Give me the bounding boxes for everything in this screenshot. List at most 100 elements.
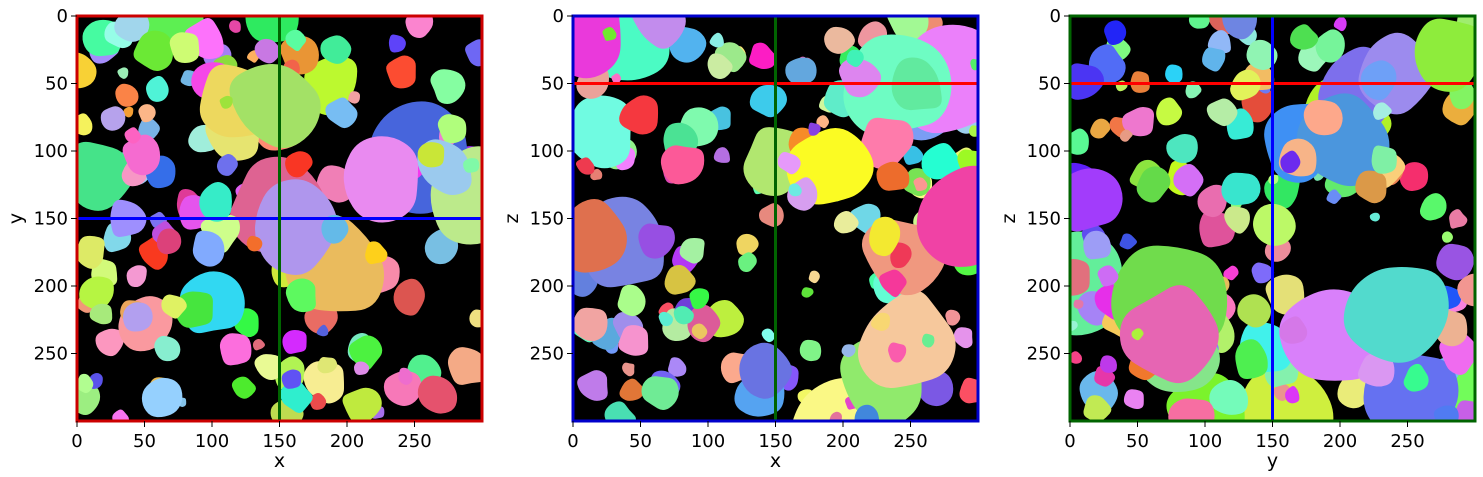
segment-blob — [1070, 168, 1123, 232]
segment-blob — [1207, 30, 1231, 54]
segment-blob — [1197, 184, 1228, 218]
segment-blob — [138, 117, 160, 140]
segment-blob — [660, 145, 705, 185]
segment-blob — [1230, 69, 1261, 101]
segment-blob — [169, 32, 200, 64]
segment-blob — [1209, 380, 1249, 415]
segment-blob — [602, 26, 617, 41]
segment-blob — [229, 20, 241, 33]
panel-1: 0 50 100 150 200 250 0 50 100 150 200 250 x y — [5, 6, 484, 472]
segment-blob — [658, 311, 673, 327]
segment-blob — [619, 95, 659, 135]
segment-blob — [126, 265, 147, 288]
segment-blob — [1119, 129, 1133, 142]
segment-blob — [1221, 172, 1261, 206]
segment-blob — [447, 347, 482, 385]
x-tick-label: 0 — [71, 431, 82, 452]
segment-blob — [100, 106, 126, 131]
segment-blob — [1457, 273, 1475, 307]
x-tick-label: 150 — [758, 431, 792, 452]
segment-blob — [611, 73, 622, 84]
segment-blob — [953, 327, 973, 349]
y-axis-label: z — [998, 213, 1020, 223]
segment-blob — [713, 147, 730, 163]
y-tick-label: 200 — [530, 276, 564, 297]
y-tick-label: 150 — [1027, 209, 1061, 230]
segment-blob — [785, 57, 817, 85]
segment-blob — [219, 333, 252, 366]
segment-blob — [1399, 162, 1429, 192]
x-tick-label: 250 — [893, 431, 927, 452]
segment-blob — [1131, 328, 1144, 341]
segment-blob — [348, 91, 360, 104]
segment-blob — [829, 411, 842, 421]
segment-blob — [638, 223, 675, 259]
segment-blob — [146, 76, 169, 102]
segment-blob — [117, 67, 129, 79]
segment-blob — [317, 357, 338, 374]
segment-blob — [1373, 102, 1392, 120]
segment-blob — [154, 335, 181, 362]
x-tick-label: 50 — [133, 431, 156, 452]
y-axis-label: y — [5, 213, 27, 224]
segment-blob — [808, 122, 821, 136]
segment-blob — [1136, 166, 1171, 203]
segment-blob — [1119, 285, 1219, 384]
y-tick-label: 150 — [530, 209, 564, 230]
segment-blob — [618, 325, 649, 356]
y-tick-label: 50 — [45, 74, 68, 95]
segment-blob — [1237, 294, 1272, 328]
segment-blob — [280, 380, 313, 413]
segment-blob — [254, 179, 338, 275]
y-tick-label: 100 — [1027, 141, 1061, 162]
panel-3: 0 50 100 150 200 250 0 50 100 150 200 250 y z — [998, 6, 1477, 472]
segment-blob — [114, 16, 150, 42]
segment-blob — [1119, 233, 1138, 250]
segment-blob — [870, 312, 890, 331]
segment-blob — [1104, 20, 1127, 46]
segment-blob — [573, 198, 627, 273]
segment-blobs — [1070, 16, 1475, 421]
segment-blob — [1369, 212, 1380, 222]
segment-blob — [405, 16, 434, 39]
segment-blob — [1333, 16, 1347, 32]
segment-blob — [1202, 47, 1226, 72]
segment-blob — [833, 211, 859, 234]
segment-blob — [876, 161, 910, 191]
segment-blob — [325, 97, 358, 129]
segment-blob — [112, 409, 129, 421]
segment-blob — [1441, 231, 1454, 243]
x-tick-label: 200 — [826, 431, 860, 452]
segment-blob — [664, 265, 696, 295]
segment-blob — [799, 339, 822, 362]
segment-blob — [622, 362, 635, 377]
y-tick-label: 200 — [34, 276, 68, 297]
segment-blob — [575, 157, 595, 175]
segment-blob — [945, 309, 961, 326]
segment-blob — [386, 55, 416, 89]
segment-blob — [788, 183, 802, 197]
segment-blob — [282, 330, 307, 354]
segment-blob — [839, 57, 882, 98]
segment-blob — [303, 361, 345, 404]
segment-blob — [1097, 265, 1119, 287]
segment-blob — [816, 115, 829, 129]
segment-blob — [617, 284, 646, 317]
segment-blob — [968, 125, 978, 137]
segment-blobs — [573, 16, 978, 421]
segment-blob — [921, 333, 935, 348]
segment-blob — [667, 357, 687, 377]
segment-blob — [761, 328, 775, 343]
segment-blob — [417, 142, 445, 168]
segment-blob — [430, 69, 466, 104]
x-tick-label: 100 — [1188, 431, 1222, 452]
segment-blob — [577, 370, 608, 401]
segment-blob — [689, 288, 710, 310]
segment-blob — [1449, 209, 1468, 229]
segment-blob — [417, 375, 458, 414]
segment-blob — [707, 53, 733, 79]
segment-blob — [1070, 259, 1090, 296]
segment-blob — [156, 228, 182, 255]
segment-blob — [859, 117, 914, 170]
